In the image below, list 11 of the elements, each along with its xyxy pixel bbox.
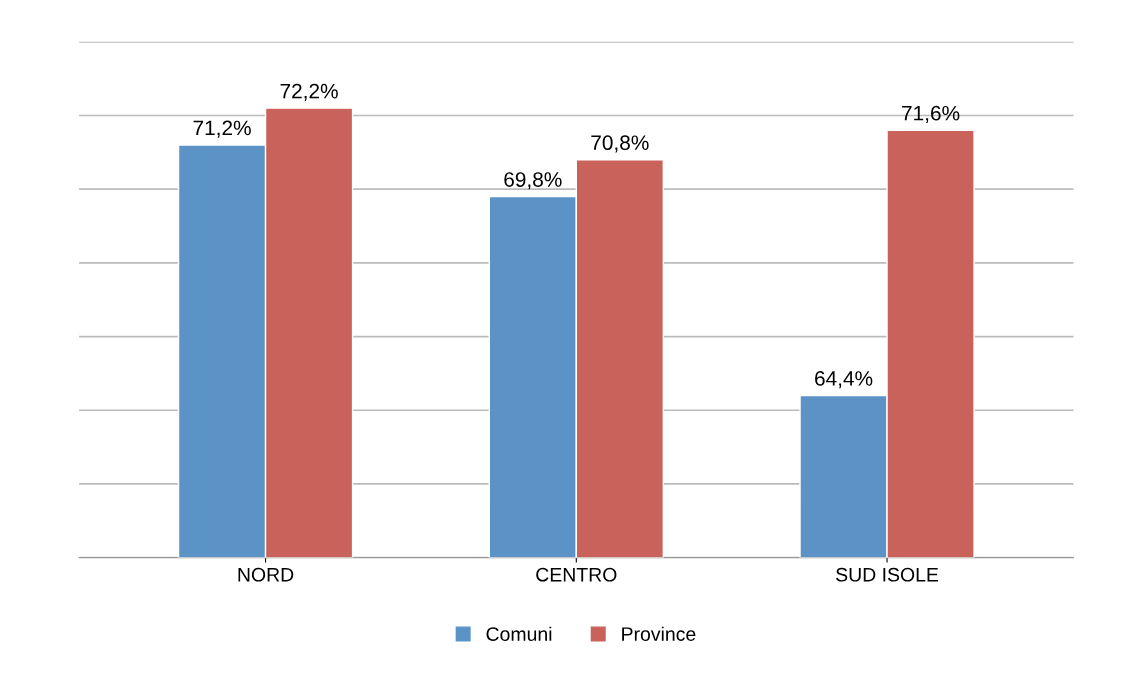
x-tick-label: SUD ISOLE: [836, 567, 939, 582]
data-label: 69,8%: [504, 172, 562, 190]
data-label: 71,2%: [193, 120, 251, 138]
x-tick-label: NORD: [238, 567, 294, 582]
data-label: 64,4%: [815, 371, 873, 389]
data-label: 71,6%: [902, 105, 960, 124]
data-label: 70,8%: [591, 135, 649, 153]
data-label: 72,2%: [280, 83, 338, 101]
legend-label: Comuni: [486, 626, 552, 641]
x-tick-label: CENTRO: [536, 567, 617, 582]
legend-label: Province: [622, 626, 696, 641]
